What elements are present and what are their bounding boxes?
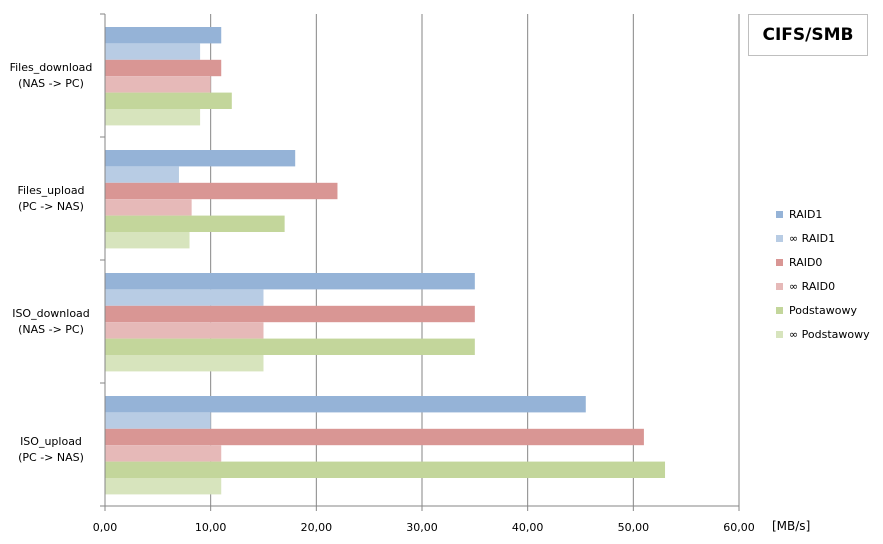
legend-item: ∞ RAID1: [776, 226, 882, 250]
bar: [105, 232, 190, 249]
legend-label: RAID0: [789, 255, 823, 269]
bar: [105, 182, 338, 200]
legend-item: RAID1: [776, 202, 882, 226]
legend-swatch: [776, 330, 783, 338]
legend-label: Podstawowy: [789, 303, 857, 317]
legend: RAID1 ∞ RAID1 RAID0 ∞ RAID0 Podstawowy ∞ Pods…: [776, 202, 882, 346]
category-label: Files_upload (PC -> NAS): [0, 183, 102, 215]
bar: [105, 166, 179, 183]
bar: [105, 355, 264, 372]
category-label: ISO_download (NAS -> PC): [0, 306, 102, 338]
bar: [105, 199, 192, 216]
legend-item: ∞ RAID0: [776, 274, 882, 298]
x-tick-label: 20,00: [301, 521, 333, 534]
bar: [105, 109, 201, 126]
bar: [105, 305, 475, 323]
bar: [105, 396, 586, 413]
legend-swatch: [776, 306, 783, 314]
bar: [105, 412, 211, 429]
category-label-line1: Files_upload: [17, 183, 85, 197]
category-label-line1: ISO_upload: [20, 434, 82, 448]
legend-item: ∞ Podstawowy: [776, 322, 882, 346]
bar: [105, 43, 201, 60]
bar: [105, 76, 211, 93]
category-label-line1: ISO_download: [12, 306, 90, 320]
x-tick-label: 30,00: [406, 521, 438, 534]
legend-item: Podstawowy: [776, 298, 882, 322]
bar: [105, 289, 264, 306]
bar: [105, 215, 285, 232]
legend-swatch: [776, 282, 783, 290]
bar: [105, 92, 232, 109]
legend-label: ∞ RAID0: [789, 279, 836, 293]
legend-swatch: [776, 258, 783, 266]
bar: [105, 338, 475, 355]
legend-swatch: [776, 234, 783, 242]
bar: [105, 273, 475, 290]
category-label-line2: (NAS -> PC): [18, 322, 84, 336]
bar: [105, 322, 264, 339]
category-label-line2: (PC -> NAS): [18, 199, 84, 213]
bar: [105, 59, 222, 77]
category-label: ISO_upload (PC -> NAS): [0, 434, 102, 466]
legend-label: RAID1: [789, 207, 823, 221]
x-tick-label: 60,00: [723, 521, 755, 534]
legend-item: RAID0: [776, 250, 882, 274]
category-label-line1: Files_download: [9, 60, 93, 74]
category-label-line2: (NAS -> PC): [18, 76, 84, 90]
bar: [105, 461, 666, 478]
bar: [105, 478, 222, 495]
bar: [105, 150, 296, 167]
legend-label: ∞ Podstawowy: [789, 327, 870, 341]
bar: [105, 445, 222, 462]
legend-label: ∞ RAID1: [789, 231, 836, 245]
bar: [105, 27, 222, 44]
x-tick-label: 50,00: [618, 521, 650, 534]
category-label: Files_download (NAS -> PC): [0, 60, 102, 92]
x-tick-label: 40,00: [512, 521, 544, 534]
x-tick-label: 10,00: [195, 521, 227, 534]
x-axis-label: [MB/s]: [772, 519, 810, 533]
category-label-line2: (PC -> NAS): [18, 450, 84, 464]
chart-title: CIFS/SMB: [748, 14, 868, 56]
legend-swatch: [776, 210, 783, 218]
bar: [105, 428, 644, 446]
x-tick-label: 0,00: [93, 521, 118, 534]
